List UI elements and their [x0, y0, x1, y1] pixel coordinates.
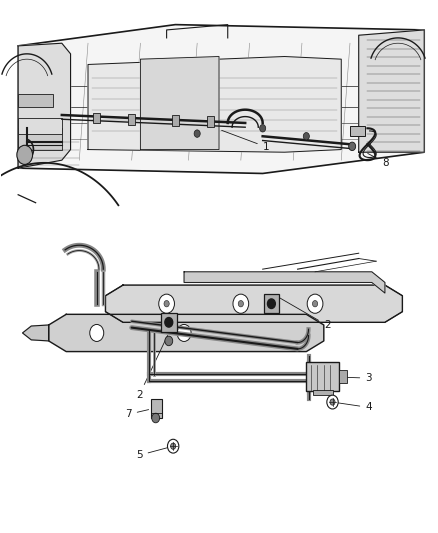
Bar [207, 116, 214, 127]
Bar [93, 113, 100, 124]
Bar [172, 115, 179, 126]
Circle shape [238, 301, 244, 307]
Bar [151, 399, 162, 418]
Circle shape [167, 439, 179, 453]
Circle shape [260, 125, 266, 132]
Circle shape [164, 301, 169, 307]
Polygon shape [141, 56, 219, 150]
Text: 2: 2 [274, 294, 330, 330]
Circle shape [152, 413, 159, 423]
Text: 4: 4 [335, 402, 372, 413]
Circle shape [327, 395, 338, 409]
Circle shape [233, 294, 249, 313]
Circle shape [159, 294, 174, 313]
Bar [306, 362, 339, 391]
FancyBboxPatch shape [18, 118, 62, 134]
Circle shape [165, 336, 173, 346]
Circle shape [177, 325, 191, 342]
Polygon shape [184, 272, 385, 293]
FancyBboxPatch shape [18, 94, 53, 107]
Circle shape [165, 318, 173, 327]
Polygon shape [359, 30, 424, 152]
Circle shape [268, 299, 276, 309]
Polygon shape [18, 25, 424, 173]
Circle shape [17, 146, 32, 165]
Bar [128, 114, 135, 125]
Bar [161, 313, 177, 332]
Circle shape [330, 399, 335, 405]
Text: 2: 2 [136, 335, 168, 400]
Polygon shape [106, 285, 403, 322]
Circle shape [90, 325, 104, 342]
Circle shape [349, 142, 356, 151]
Polygon shape [18, 43, 71, 168]
Text: 3: 3 [342, 373, 372, 383]
Bar [350, 126, 365, 136]
Circle shape [312, 301, 318, 307]
Circle shape [307, 294, 323, 313]
Bar [339, 370, 347, 383]
Bar [264, 294, 279, 313]
Polygon shape [49, 314, 324, 352]
Text: 5: 5 [136, 447, 170, 460]
Circle shape [194, 130, 200, 138]
Text: 1: 1 [222, 130, 269, 152]
Circle shape [303, 133, 309, 140]
Text: 8: 8 [368, 154, 389, 168]
FancyBboxPatch shape [18, 128, 62, 150]
Bar [313, 390, 332, 395]
Text: 7: 7 [125, 409, 148, 419]
Circle shape [171, 443, 176, 449]
Polygon shape [22, 325, 49, 341]
Polygon shape [88, 56, 341, 152]
